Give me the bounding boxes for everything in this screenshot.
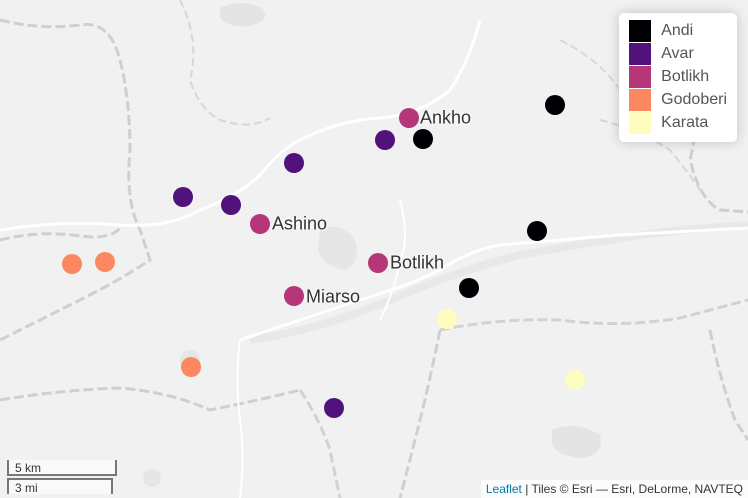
legend-swatch <box>629 111 652 134</box>
boundary-line <box>0 386 301 412</box>
marker-godoberi[interactable] <box>181 357 201 377</box>
boundary-line <box>0 226 122 242</box>
label-ankho: Ankho <box>420 107 472 128</box>
legend-swatch <box>629 88 652 111</box>
marker-avar[interactable] <box>324 398 344 418</box>
marker-botlikh[interactable] <box>284 286 304 306</box>
marker-avar[interactable] <box>221 195 241 215</box>
marker-botlikh[interactable] <box>399 108 419 128</box>
boundary-line <box>298 389 342 498</box>
legend-item-godoberi: Godoberi <box>629 88 727 111</box>
boundary-line <box>398 329 442 498</box>
marker-botlikh[interactable] <box>250 214 270 234</box>
marker-andi[interactable] <box>459 278 479 298</box>
legend-swatch <box>629 42 652 65</box>
lake-shape <box>552 426 601 458</box>
leaflet-link[interactable]: Leaflet <box>485 482 522 496</box>
marker-karata[interactable] <box>565 370 585 390</box>
marker-andi[interactable] <box>545 95 565 115</box>
scale-control: 5 km 3 mi <box>7 460 117 495</box>
marker-godoberi[interactable] <box>62 254 82 274</box>
legend-item-andi: Andi <box>629 19 727 42</box>
scale-mi: 3 mi <box>7 478 113 495</box>
marker-avar[interactable] <box>375 130 395 150</box>
marker-andi[interactable] <box>413 129 433 149</box>
scale-km: 5 km <box>7 460 117 476</box>
lake-shape <box>220 3 266 27</box>
boundary-line <box>439 298 748 332</box>
marker-karata[interactable] <box>437 309 457 329</box>
road-line <box>236 339 244 498</box>
marker-avar[interactable] <box>284 153 304 173</box>
boundary-line <box>0 18 152 342</box>
legend-label: Godoberi <box>661 90 727 108</box>
label-miarso: Miarso <box>306 286 361 307</box>
label-ashino: Ashino <box>272 213 328 234</box>
road-line <box>0 19 482 232</box>
legend-label: Andi <box>661 21 694 39</box>
legend: Andi Avar Botlikh Godoberi Karata <box>619 13 737 142</box>
boundary-line <box>708 329 748 441</box>
legend-swatch <box>629 65 652 88</box>
label-botlikh: Botlikh <box>390 252 445 273</box>
pond-shape <box>143 469 161 487</box>
legend-swatch <box>629 19 652 42</box>
road-line <box>379 199 406 321</box>
boundary-line <box>599 119 701 191</box>
road-line <box>239 226 748 342</box>
legend-label: Karata <box>661 113 709 131</box>
reservoir-shape <box>318 226 358 270</box>
river-line <box>249 221 748 344</box>
marker-botlikh[interactable] <box>368 253 388 273</box>
legend-item-avar: Avar <box>629 42 727 65</box>
attribution-text: | Tiles © Esri — Esri, DeLorme, NAVTEQ <box>521 482 743 496</box>
boundary-line <box>559 39 621 91</box>
legend-item-karata: Karata <box>629 111 727 134</box>
marker-avar[interactable] <box>173 187 193 207</box>
legend-label: Botlikh <box>661 67 710 85</box>
marker-andi[interactable] <box>527 221 547 241</box>
legend-label: Avar <box>661 44 694 62</box>
marker-godoberi[interactable] <box>95 252 115 272</box>
boundary-line <box>179 0 271 126</box>
legend-item-botlikh: Botlikh <box>629 65 727 88</box>
attribution: Leaflet | Tiles © Esri — Esri, DeLorme, … <box>480 480 748 498</box>
